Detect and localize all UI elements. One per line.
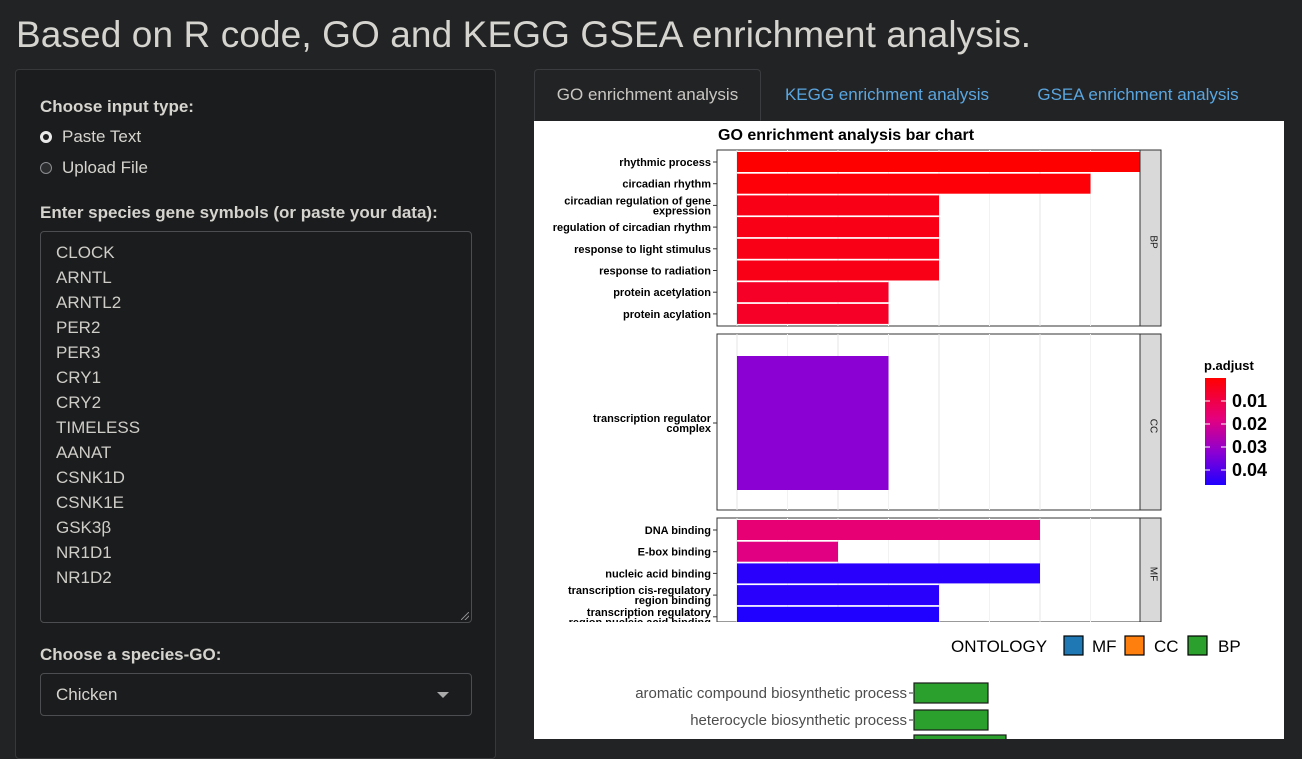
bar-nucleic-acid-binding xyxy=(737,563,1040,584)
resize-handle-icon[interactable] xyxy=(461,612,469,620)
bar-protein-acylation xyxy=(737,303,889,324)
radio-paste-text[interactable]: Paste Text xyxy=(40,127,141,147)
facet-strip-bp xyxy=(1139,149,1162,327)
colorbar-title: p.adjust xyxy=(1204,358,1255,373)
bar-e-box-binding xyxy=(737,541,838,562)
legend-cc-label: CC xyxy=(1154,637,1179,656)
bar-transcription-regulatory-region-nucleic-acid-binding xyxy=(737,606,939,627)
bar-dna-binding xyxy=(737,520,1040,540)
y-tick-label: rhythmic process xyxy=(619,157,711,169)
bar-response-to-light-stimulus xyxy=(737,238,939,259)
legend-mf-swatch xyxy=(1063,635,1084,656)
gene-symbol-line: AANAT xyxy=(56,443,112,462)
facet-strip-label: CC xyxy=(1148,419,1159,433)
genes-label: Enter species gene symbols (or paste you… xyxy=(40,203,438,222)
gene-symbol-line: CRY1 xyxy=(56,368,102,387)
species-label: Choose a species-GO: xyxy=(40,645,222,664)
y-tick-label: region binding xyxy=(635,595,711,607)
tab-kegg-enrichment[interactable]: KEGG enrichment analysis xyxy=(784,85,990,104)
colorbar-tick-label: 0.02 xyxy=(1232,414,1267,434)
gene-symbol-line: CSNK1D xyxy=(56,468,125,487)
chevron-down-icon[interactable] xyxy=(437,692,449,698)
colorbar-tick-label: 0.03 xyxy=(1232,437,1267,457)
tab-gsea-enrichment[interactable]: GSEA enrichment analysis xyxy=(1037,85,1239,104)
radio-checked-icon[interactable] xyxy=(40,131,52,143)
y-tick-label: regulation of circadian rhythm xyxy=(553,222,712,234)
y-tick-label: transcription regulator xyxy=(593,413,712,425)
y-tick-label: protein acetylation xyxy=(613,287,711,299)
species-select-value: Chicken xyxy=(56,684,118,704)
colorbar-legend: p.adjust 0.01 0.02 0.03 0.04 xyxy=(1204,358,1267,485)
plot-clip-mask xyxy=(534,622,1284,632)
chart-title: GO enrichment analysis bar chart xyxy=(718,127,975,144)
legend-cc-swatch xyxy=(1124,635,1145,656)
y-tick-label: protein acylation xyxy=(623,309,711,321)
gene-symbol-line: NR1D2 xyxy=(56,568,112,587)
bar-regulation-of-circadian-rhythm xyxy=(737,217,939,238)
ontology-bar xyxy=(913,709,989,731)
legend-bp-swatch xyxy=(1187,635,1208,656)
go-bar-chart: GO enrichment analysis bar chart rhythmi… xyxy=(534,127,1284,739)
y-tick-label: expression xyxy=(653,205,711,217)
y-tick-label: circadian regulation of gene xyxy=(564,195,711,207)
radio-upload-file[interactable]: Upload File xyxy=(40,158,148,178)
y-tick-label: circadian rhythm xyxy=(622,179,711,191)
gene-symbols-textarea[interactable]: CLOCK ARNTL ARNTL2 PER2 PER3 CRY1 CRY2 TIMELESS… xyxy=(40,231,472,623)
gene-symbol-line: TIMELESS xyxy=(56,418,141,437)
gene-symbol-line: NR1D1 xyxy=(56,543,112,562)
bar-response-to-radiation xyxy=(737,260,939,281)
colorbar-tick-label: 0.04 xyxy=(1232,460,1267,480)
input-type-label: Choose input type: xyxy=(40,97,194,116)
page-title: Based on R code, GO and KEGG GSEA enrich… xyxy=(16,14,1032,55)
sidebar-panel: Choose input type: Paste Text Upload Fil… xyxy=(15,69,496,759)
bar-circadian-regulation-of-gene-expression xyxy=(737,195,939,216)
ontology-bar xyxy=(913,682,989,704)
gene-symbol-line: GSK3β xyxy=(56,518,112,537)
gene-symbol-line: PER2 xyxy=(56,318,101,337)
y-tick-label: transcription regulatory xyxy=(587,607,712,619)
legend-bp-label: BP xyxy=(1218,637,1241,656)
go-plot-card: GO enrichment analysis bar chart rhythmi… xyxy=(534,121,1284,739)
ontology-y-label: heterocycle biosynthetic process xyxy=(690,712,907,729)
bar-rhythmic-process xyxy=(737,152,1141,172)
bar-circadian-rhythm xyxy=(737,173,1091,194)
bar-protein-acetylation xyxy=(737,282,889,303)
bar-transcription-regulator-complex xyxy=(737,356,889,490)
colorbar xyxy=(1205,378,1226,485)
y-tick-label: transcription cis-regulatory xyxy=(568,585,712,597)
y-tick-label: DNA binding xyxy=(645,525,711,537)
gene-symbol-line: CRY2 xyxy=(56,393,102,412)
y-tick-label: E-box binding xyxy=(638,547,711,559)
gene-symbol-line: ARNTL xyxy=(56,268,112,287)
gene-symbol-line: PER3 xyxy=(56,343,101,362)
gene-symbol-line: ARNTL2 xyxy=(56,293,122,312)
ontology-bar-partial xyxy=(913,734,1007,739)
facet-panel-mf: DNA binding E-box binding nucleic acid bin… xyxy=(568,517,1162,629)
facet-strip-cc xyxy=(1139,333,1162,511)
y-tick-label: response to radiation xyxy=(599,266,711,278)
gene-symbol-line: CLOCK xyxy=(56,243,115,262)
species-select[interactable]: Chicken xyxy=(40,673,472,716)
ontology-y-label: aromatic compound biosynthetic process xyxy=(635,685,907,702)
tab-bar: GO enrichment analysis KEGG enrichment a… xyxy=(534,69,1302,121)
ontology-legend: ONTOLOGY MF CC BP xyxy=(951,635,1241,656)
y-tick-label: response to light stimulus xyxy=(574,244,711,256)
radio-upload-file-label: Upload File xyxy=(62,158,148,177)
facet-strip-label: BP xyxy=(1148,235,1159,249)
gene-symbol-line: CSNK1E xyxy=(56,493,125,512)
radio-paste-text-label: Paste Text xyxy=(62,127,142,146)
tab-go-enrichment[interactable]: GO enrichment analysis xyxy=(534,69,761,121)
facet-panel-bp: rhythmic process circadian rhythm circadia… xyxy=(553,149,1162,327)
colorbar-tick-label: 0.01 xyxy=(1232,391,1267,411)
y-tick-label: complex xyxy=(666,423,712,435)
radio-unchecked-icon[interactable] xyxy=(40,162,52,174)
legend-mf-label: MF xyxy=(1092,637,1117,656)
bar-transcription-cis-regulatory-region-binding xyxy=(737,585,939,606)
ontology-legend-title: ONTOLOGY xyxy=(951,637,1047,656)
facet-strip-label: MF xyxy=(1148,567,1159,581)
y-tick-label: nucleic acid binding xyxy=(605,568,711,580)
